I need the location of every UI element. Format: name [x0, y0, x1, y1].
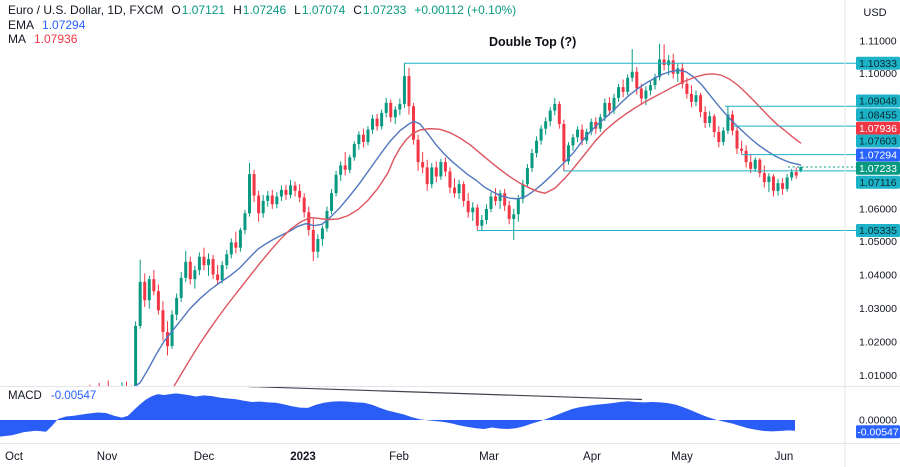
symbol-title: Euro / U.S. Dollar, 1D, FXCM: [8, 3, 164, 17]
ma-label: MA: [8, 32, 26, 46]
candlesticks: [89, 43, 803, 387]
svg-text:1.09048: 1.09048: [859, 96, 897, 108]
price-badge: 1.09048: [856, 94, 900, 108]
time-tick: Apr: [583, 451, 601, 463]
price-tick: 0.00000: [859, 415, 897, 427]
price-badge: 1.07936: [856, 121, 900, 135]
price-tick: 1.01000: [859, 370, 897, 382]
time-axis[interactable]: Oct Nov Dec 2023 Feb Mar Apr May Jun: [5, 451, 793, 463]
price-badge: -0.00547: [856, 425, 900, 438]
price-tick: 1.06000: [859, 204, 897, 216]
price-badge: 1.07233: [856, 161, 900, 175]
ma-line[interactable]: [170, 73, 802, 393]
time-tick: Oct: [5, 451, 24, 463]
price-tick: 1.10000: [859, 68, 897, 80]
svg-text:1.08455: 1.08455: [859, 109, 897, 121]
price-badge: 1.08455: [856, 108, 900, 121]
close-value: C 1.07233: [353, 3, 407, 17]
macd-label: MACD: [8, 390, 42, 402]
time-tick: May: [671, 451, 693, 463]
high-value: H 1.07246: [233, 3, 287, 17]
low-value: L 1.07074: [294, 3, 346, 17]
svg-text:1.10333: 1.10333: [859, 58, 897, 70]
price-tick: 1.05000: [859, 236, 897, 248]
price-badge: 1.10333: [856, 56, 900, 70]
svg-text:1.07603: 1.07603: [859, 136, 897, 148]
price-badge: 1.07603: [856, 134, 900, 148]
change-value: +0.00112 (+0.10%): [414, 3, 517, 17]
price-tick: 1.03000: [859, 303, 897, 315]
time-tick: Mar: [479, 451, 499, 463]
time-tick: Nov: [97, 451, 118, 463]
ema-label: EMA: [8, 17, 35, 32]
time-tick: Feb: [389, 451, 409, 463]
time-tick: Jun: [775, 451, 794, 463]
ema-legend-row[interactable]: EMA 1.07294: [8, 18, 516, 33]
ema-line[interactable]: [88, 69, 802, 392]
ema-value: 1.07294: [42, 17, 86, 32]
price-badge: 1.07294: [856, 148, 900, 162]
ma-value: 1.07936: [34, 32, 78, 46]
open-value: O 1.07121: [171, 3, 226, 17]
price-axis[interactable]: USD 1.11000 1.10000 1.06000 1.05000 1.04000 1.…: [856, 7, 900, 438]
svg-text:1.07116: 1.07116: [859, 177, 896, 189]
svg-text:1.07294: 1.07294: [859, 150, 897, 162]
time-tick: 2023: [290, 451, 316, 463]
price-level-lines[interactable]: [404, 62, 856, 231]
price-badge: 1.05335: [856, 224, 900, 237]
svg-text:1.05335: 1.05335: [859, 225, 897, 237]
time-tick: Dec: [194, 451, 215, 463]
price-tick: 1.11000: [859, 36, 896, 48]
price-badge: 1.07116: [856, 175, 900, 189]
svg-text:1.07936: 1.07936: [859, 123, 897, 135]
svg-text:-0.00547: -0.00547: [857, 426, 899, 438]
macd-legend-row[interactable]: MACD -0.00547: [8, 390, 96, 402]
double-top-annotation[interactable]: Double Top (?): [489, 35, 577, 49]
svg-text:1.07233: 1.07233: [859, 163, 897, 175]
macd-value: -0.00547: [50, 390, 97, 402]
macd-area: [0, 393, 795, 437]
macd-divergence-trendline[interactable]: [247, 385, 643, 401]
price-tick: 1.02000: [859, 337, 897, 349]
ma-legend-row[interactable]: MA 1.07936: [8, 32, 516, 47]
price-tick: 1.04000: [859, 270, 897, 282]
currency-label: USD: [863, 7, 886, 19]
